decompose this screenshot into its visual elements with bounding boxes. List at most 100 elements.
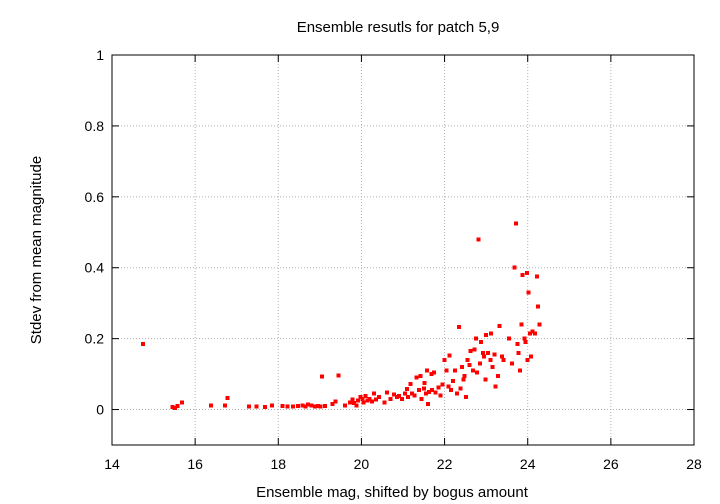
data-point <box>482 354 487 359</box>
x-tick-label: 24 <box>520 456 536 472</box>
data-point <box>382 400 387 405</box>
y-tick-label: 0.6 <box>85 189 105 205</box>
x-tick-label: 18 <box>270 456 286 472</box>
data-point <box>374 397 378 402</box>
data-point <box>514 221 519 226</box>
x-tick-label: 14 <box>104 456 120 472</box>
data-point <box>470 368 475 373</box>
data-point <box>475 370 479 375</box>
data-point <box>290 404 295 409</box>
data-point <box>354 403 359 408</box>
data-point <box>419 396 424 401</box>
data-point <box>285 404 290 409</box>
data-point <box>391 392 396 397</box>
data-point <box>350 397 355 402</box>
x-tick-label: 16 <box>187 456 203 472</box>
data-point <box>363 394 368 399</box>
data-point <box>179 400 184 405</box>
data-point <box>477 361 482 366</box>
y-tick-label: 0.8 <box>85 118 105 134</box>
data-point <box>412 393 417 398</box>
data-point <box>396 394 401 399</box>
data-point <box>385 390 390 395</box>
data-point <box>520 272 525 277</box>
data-point <box>400 396 405 401</box>
data-point <box>369 399 374 404</box>
data-point <box>497 324 502 329</box>
y-tick-label: 1 <box>96 47 104 63</box>
data-point <box>489 331 494 336</box>
data-point <box>509 361 514 366</box>
data-point <box>499 354 504 359</box>
data-point <box>523 340 528 345</box>
data-point <box>416 388 421 392</box>
y-tick-label: 0 <box>96 402 104 418</box>
y-tick-label: 0.2 <box>85 331 105 347</box>
data-point <box>408 382 413 386</box>
data-point <box>173 405 178 410</box>
data-point <box>330 402 335 407</box>
data-point <box>529 354 533 359</box>
data-point <box>453 368 457 373</box>
data-point <box>495 373 500 378</box>
data-point <box>421 386 426 391</box>
data-point <box>306 402 311 407</box>
data-point <box>322 404 327 408</box>
data-point <box>208 403 213 408</box>
data-point <box>280 404 285 408</box>
data-point <box>423 391 428 396</box>
data-point <box>462 373 467 378</box>
data-point <box>315 404 320 408</box>
data-point <box>312 404 317 409</box>
data-point <box>467 363 472 368</box>
data-point <box>175 404 180 408</box>
data-point <box>141 342 146 346</box>
data-point <box>367 396 372 401</box>
data-point <box>406 395 410 400</box>
plot-frame <box>111 54 695 446</box>
data-point <box>525 357 530 362</box>
chart-title: Ensemble resutls for patch 5,9 <box>297 19 500 36</box>
data-point <box>460 365 464 369</box>
data-point <box>342 403 347 408</box>
data-point <box>476 237 481 242</box>
data-point <box>418 373 423 378</box>
data-point <box>515 342 520 346</box>
data-point <box>461 377 466 382</box>
data-point <box>458 386 463 391</box>
data-point <box>410 391 415 396</box>
y-axis-label: Stdev from mean magnitude <box>28 156 45 344</box>
data-point <box>296 404 301 408</box>
data-point <box>429 372 434 377</box>
data-point <box>360 396 365 401</box>
data-point <box>442 357 447 362</box>
x-tick-label: 26 <box>603 456 619 472</box>
data-point <box>501 357 506 362</box>
data-point <box>483 377 488 382</box>
data-point <box>530 329 535 334</box>
data-point <box>438 393 443 398</box>
data-point <box>527 331 532 336</box>
data-point <box>524 271 529 275</box>
axis-ticks: 14 16 18 20 22 24 26 28 0 0.2 0.4 0.6 0.8 1 <box>85 47 702 472</box>
data-point <box>347 400 352 405</box>
data-points <box>141 221 542 410</box>
data-point <box>425 402 430 407</box>
data-point <box>493 384 498 389</box>
data-point <box>414 375 419 380</box>
data-point <box>425 368 430 373</box>
data-point <box>351 401 356 406</box>
data-point <box>457 324 462 329</box>
data-point <box>430 388 435 392</box>
data-point <box>440 382 445 387</box>
data-point <box>270 403 275 408</box>
data-point <box>361 400 366 405</box>
x-tick-label: 28 <box>686 456 702 472</box>
data-point <box>447 353 452 358</box>
data-point <box>309 403 314 408</box>
data-point <box>303 404 308 409</box>
data-point <box>534 274 539 279</box>
data-point <box>446 384 451 389</box>
data-point <box>519 322 524 327</box>
